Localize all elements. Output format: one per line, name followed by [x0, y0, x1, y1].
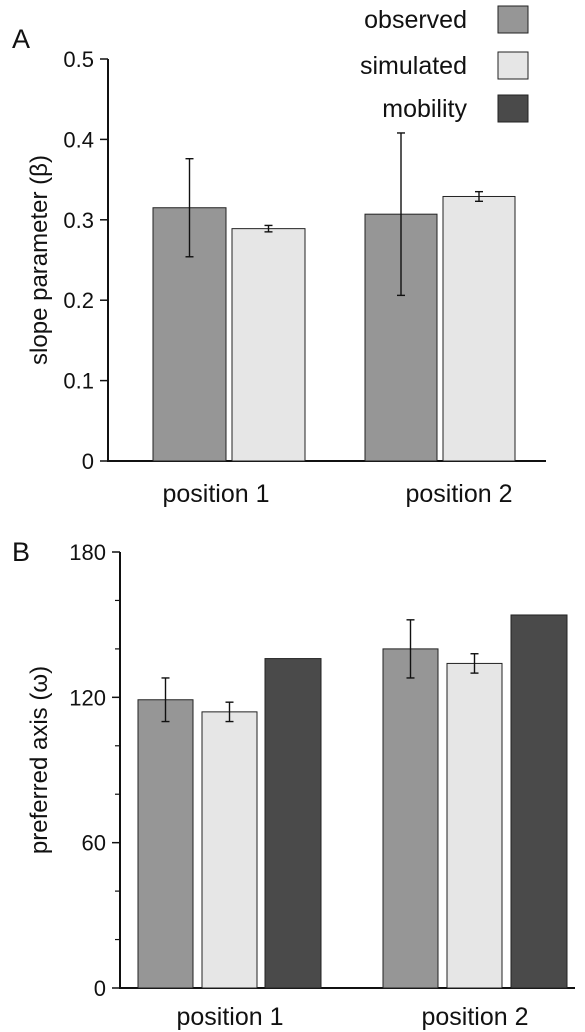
y-tick-label: 60: [82, 831, 106, 856]
bar-observed-1: [137, 699, 194, 989]
legend: observed simulated mobility: [360, 5, 529, 123]
x-category-label: position 1: [162, 480, 269, 508]
legend-swatch-mobility: [497, 94, 529, 123]
y-tick-label: 0.1: [63, 369, 94, 394]
panel-a-y-axis-label: slope parameter (β): [26, 155, 53, 365]
y-tick-label: 180: [69, 540, 106, 565]
legend-label-observed: observed: [364, 6, 467, 34]
panel-b: B preferred axis (ω) 0 60 120 180 position 1…: [12, 537, 575, 1031]
legend-swatch-observed: [497, 5, 529, 34]
x-category-label: position 1: [176, 1003, 283, 1031]
legend-swatch-simulated: [497, 51, 529, 80]
y-tick-label: 0.2: [63, 288, 94, 313]
bar-simulated-1: [201, 711, 258, 989]
y-tick-label: 0.5: [63, 47, 94, 72]
legend-label-mobility: mobility: [382, 95, 467, 123]
bar-observed-2: [382, 648, 439, 989]
y-tick-label: 0: [94, 976, 106, 1001]
bar-mobility-1: [264, 658, 322, 989]
bar-mobility-2: [510, 614, 568, 989]
y-tick-label: 0.4: [63, 127, 94, 152]
y-tick-label: 120: [69, 685, 106, 710]
legend-label-simulated: simulated: [360, 52, 467, 80]
x-category-label: position 2: [421, 1003, 528, 1031]
panel-a: A slope parameter (β) 0 0.1 0.2 0.3 0.4 0.5 po…: [12, 24, 546, 508]
x-category-label: position 2: [405, 480, 512, 508]
y-tick-label: 0: [82, 449, 94, 474]
panel-a-label: A: [12, 24, 30, 54]
bar-simulated-1: [231, 228, 306, 462]
panel-b-y-axis-label: preferred axis (ω): [26, 666, 53, 854]
bar-simulated-2: [442, 195, 516, 462]
bar-simulated-2: [446, 662, 503, 989]
y-tick-label: 0.3: [63, 208, 94, 233]
panel-b-label: B: [12, 537, 30, 567]
